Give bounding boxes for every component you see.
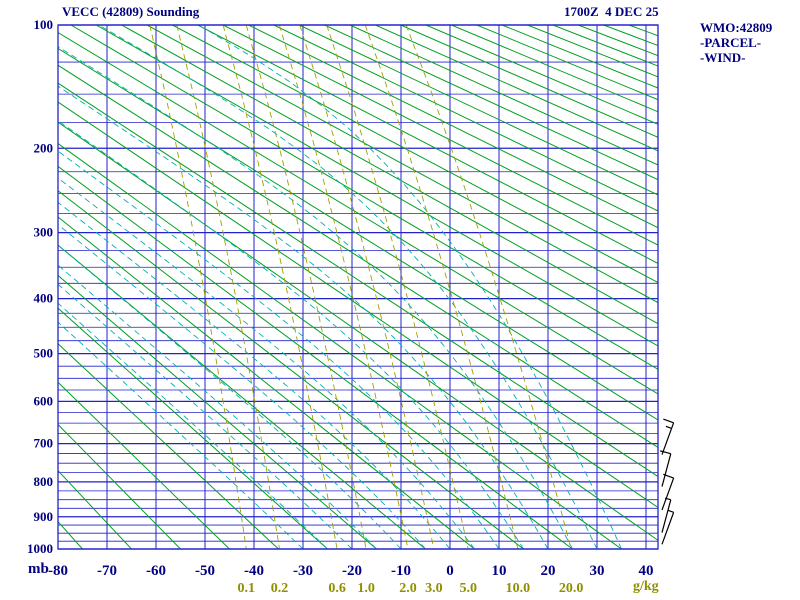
- wind-barb: [661, 497, 672, 533]
- svg-text:1.0: 1.0: [357, 581, 375, 596]
- mixing-ratio-unit-label: g/kg: [633, 579, 659, 594]
- wind-barb: [661, 509, 675, 545]
- svg-text:800: 800: [34, 474, 54, 489]
- svg-text:-20: -20: [342, 563, 362, 579]
- svg-text:0.1: 0.1: [238, 581, 256, 596]
- svg-text:600: 600: [34, 393, 54, 408]
- temperature-axis-labels: -80 -70 -60 -50 -40 -30 -20 -10 0 10 20 30 40: [48, 563, 654, 579]
- wind-barbs: [660, 418, 675, 545]
- svg-text:10.0: 10.0: [506, 581, 531, 596]
- svg-text:-50: -50: [195, 563, 215, 579]
- svg-text:-80: -80: [48, 563, 68, 579]
- wind-label: -WIND-: [700, 50, 746, 65]
- svg-text:-30: -30: [293, 563, 313, 579]
- svg-text:0.6: 0.6: [328, 581, 346, 596]
- svg-text:0.2: 0.2: [271, 581, 289, 596]
- svg-text:-40: -40: [244, 563, 264, 579]
- svg-text:100: 100: [34, 17, 54, 32]
- svg-text:200: 200: [34, 140, 54, 155]
- moist-adiabats: [58, 25, 622, 549]
- wind-barb: [661, 418, 675, 455]
- svg-text:700: 700: [34, 436, 54, 451]
- svg-text:0: 0: [446, 563, 454, 579]
- svg-text:-70: -70: [97, 563, 117, 579]
- mixing-ratio-lines: [149, 25, 572, 549]
- pressure-axis-labels: 100 200 300 400 500 600 700 800 900 1000: [27, 17, 53, 556]
- svg-text:400: 400: [34, 291, 54, 306]
- svg-text:900: 900: [34, 509, 54, 524]
- wind-barb: [660, 450, 672, 487]
- svg-text:5.0: 5.0: [459, 581, 477, 596]
- chart-title: VECC (42809) Sounding: [62, 4, 200, 19]
- svg-text:1000: 1000: [27, 541, 53, 556]
- svg-text:30: 30: [590, 563, 605, 579]
- pressure-unit-label: mb: [28, 561, 49, 577]
- svg-text:20: 20: [541, 563, 556, 579]
- dry-adiabats: [58, 25, 658, 549]
- svg-text:-10: -10: [391, 563, 411, 579]
- svg-text:300: 300: [34, 225, 54, 240]
- svg-text:20.0: 20.0: [559, 581, 584, 596]
- svg-text:-60: -60: [146, 563, 166, 579]
- legend-block: WMO:42809 -PARCEL- -WIND-: [700, 20, 772, 65]
- mixing-ratio-labels: 0.1 0.2 0.6 1.0 2.0 3.0 5.0 10.0 20.0: [238, 581, 584, 596]
- svg-text:40: 40: [639, 563, 654, 579]
- parcel-label: -PARCEL-: [700, 35, 762, 50]
- svg-text:3.0: 3.0: [425, 581, 443, 596]
- svg-text:2.0: 2.0: [399, 581, 417, 596]
- chart-frame: [57, 24, 659, 550]
- chart-datetime: 1700Z 4 DEC 25: [564, 4, 659, 19]
- svg-text:500: 500: [34, 346, 54, 361]
- wmo-id-label: WMO:42809: [700, 20, 773, 35]
- svg-text:10: 10: [492, 563, 507, 579]
